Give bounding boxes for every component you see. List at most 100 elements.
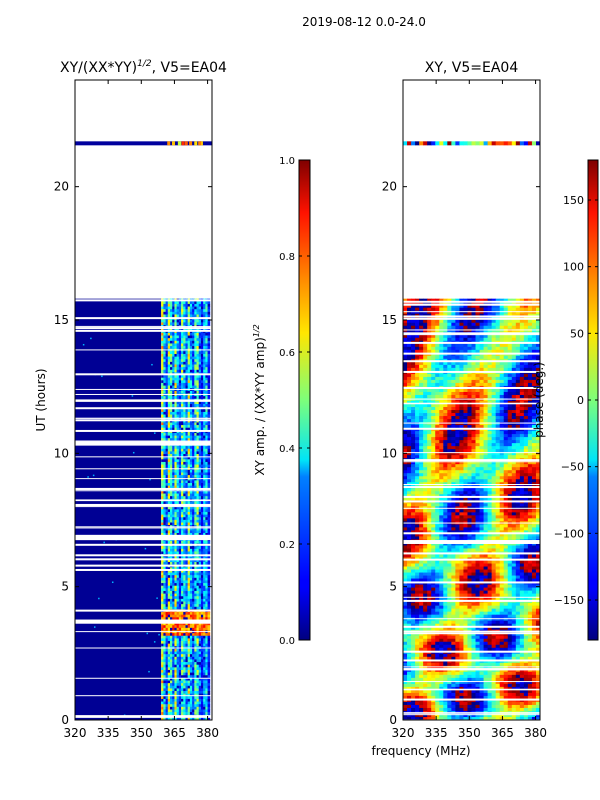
amp-cell bbox=[187, 475, 191, 479]
amp-cell bbox=[170, 472, 173, 476]
phase-cell bbox=[419, 470, 424, 474]
phase-cell bbox=[431, 695, 436, 700]
amp-cell bbox=[174, 493, 178, 497]
amp-cell bbox=[198, 706, 202, 710]
phase-cell bbox=[431, 671, 436, 676]
amp-cell bbox=[161, 319, 164, 323]
phase-cell bbox=[435, 476, 440, 480]
phase-cell bbox=[435, 683, 440, 688]
amp-cell bbox=[176, 306, 180, 310]
amp-cell bbox=[185, 704, 189, 708]
amp-cell bbox=[165, 335, 169, 339]
amp-cell bbox=[198, 375, 202, 379]
amp-cell bbox=[181, 551, 184, 555]
amp-cell bbox=[181, 472, 184, 476]
amp-cell bbox=[203, 614, 206, 618]
phase-cell bbox=[427, 364, 432, 369]
amp-cell bbox=[167, 393, 171, 397]
amp-cell bbox=[187, 364, 191, 368]
amp-cell bbox=[198, 669, 202, 673]
amp-cell bbox=[165, 456, 169, 460]
amp-cell bbox=[185, 493, 189, 497]
amp-cell bbox=[203, 633, 206, 637]
phase-cell bbox=[411, 686, 416, 691]
amp-cell bbox=[205, 672, 208, 676]
amp-cell bbox=[167, 659, 171, 663]
amp-cell bbox=[196, 635, 200, 639]
amp-cell bbox=[167, 546, 171, 550]
phase-cell bbox=[407, 512, 412, 516]
amp-cell bbox=[207, 425, 211, 429]
phase-cell bbox=[427, 644, 432, 649]
amp-cell bbox=[207, 664, 211, 668]
amp-cell bbox=[205, 364, 208, 368]
phase-cell bbox=[427, 602, 432, 607]
amp-cell bbox=[198, 506, 202, 510]
amp-cell bbox=[165, 519, 169, 523]
phase-cell bbox=[423, 440, 428, 444]
amp-cell bbox=[183, 485, 186, 489]
amp-cell bbox=[172, 306, 175, 310]
phase-cell bbox=[419, 608, 424, 613]
amp-cell bbox=[203, 311, 206, 315]
amp-cell bbox=[205, 469, 208, 473]
phase-cell bbox=[415, 416, 420, 420]
amp-cell bbox=[174, 448, 178, 452]
phase-cell bbox=[411, 322, 416, 327]
amp-cell bbox=[189, 622, 193, 626]
amp-cell bbox=[205, 577, 208, 581]
amp-cell bbox=[170, 475, 173, 479]
phase-cell bbox=[439, 310, 444, 315]
amp-cell bbox=[167, 701, 171, 705]
amp-cell bbox=[183, 338, 186, 342]
phase-cell bbox=[407, 428, 412, 432]
phase-cell bbox=[435, 461, 440, 465]
phase-cell bbox=[431, 328, 436, 333]
amp-cell bbox=[181, 375, 184, 379]
amp-cell bbox=[185, 672, 189, 676]
phase-cell bbox=[407, 346, 412, 351]
amp-cell bbox=[189, 635, 193, 639]
amp-cell bbox=[172, 446, 175, 450]
flagged-gap bbox=[75, 536, 212, 539]
amp-cell bbox=[203, 335, 206, 339]
phase-cell bbox=[415, 301, 420, 306]
amp-cell bbox=[207, 432, 211, 436]
phase-cell bbox=[403, 470, 408, 474]
phase-cell bbox=[407, 397, 412, 402]
amp-cell bbox=[185, 559, 189, 563]
amp-cell bbox=[172, 475, 175, 479]
amp-cell bbox=[174, 461, 178, 465]
amp-cell bbox=[170, 706, 173, 710]
phase-cell bbox=[419, 461, 424, 465]
phase-cell bbox=[423, 560, 428, 564]
phase-cell bbox=[435, 665, 440, 670]
amp-cell bbox=[185, 519, 189, 523]
phase-cell bbox=[403, 307, 408, 312]
phase-cell bbox=[419, 509, 424, 513]
amp-cell bbox=[198, 501, 202, 505]
phase-cell bbox=[435, 349, 440, 354]
phase-cell bbox=[419, 668, 424, 673]
amp-cell bbox=[178, 385, 182, 389]
amp-cell bbox=[196, 422, 200, 426]
phase-cell bbox=[419, 590, 424, 594]
amp-cell bbox=[163, 472, 166, 476]
amplitude-colorbar: 0.00.20.40.60.81.0 XY amp. / (XX*YY amp)… bbox=[252, 156, 311, 647]
amp-cell bbox=[198, 380, 202, 384]
amp-cell bbox=[163, 598, 166, 602]
phase-cell bbox=[411, 584, 416, 588]
amp-cell bbox=[172, 501, 175, 505]
amp-cell bbox=[185, 659, 189, 663]
amp-cell bbox=[196, 622, 200, 626]
amp-cell bbox=[192, 332, 195, 336]
amp-cell bbox=[194, 480, 197, 484]
amp-cell bbox=[189, 569, 193, 573]
amp-cell bbox=[178, 527, 182, 531]
amp-cell bbox=[194, 683, 197, 687]
amp-cell bbox=[178, 585, 182, 589]
amp-cell bbox=[161, 519, 164, 523]
amp-cell bbox=[200, 472, 204, 476]
amp-cell bbox=[198, 353, 202, 357]
phase-cell bbox=[415, 683, 420, 688]
